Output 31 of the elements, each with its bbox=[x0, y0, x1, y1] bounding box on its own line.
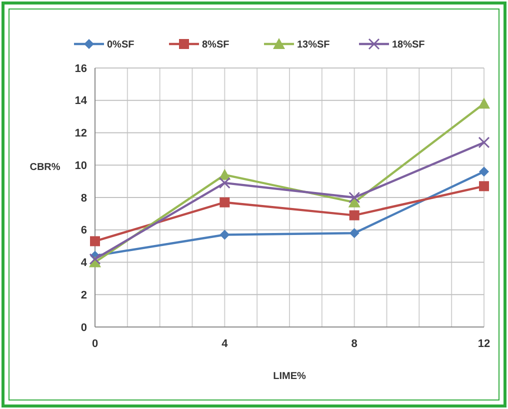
y-tick-label: 6 bbox=[80, 224, 87, 237]
y-tick-label: 4 bbox=[80, 257, 88, 270]
legend-label: 13%SF bbox=[297, 40, 330, 50]
x-tick-label: 4 bbox=[222, 338, 229, 350]
y-tick-label: 12 bbox=[74, 128, 87, 140]
point bbox=[348, 192, 360, 204]
point bbox=[218, 177, 230, 189]
legend-label: 18%SF bbox=[392, 40, 425, 50]
x-tick-label: 0 bbox=[92, 338, 98, 350]
y-tick-label: 14 bbox=[74, 95, 88, 108]
y-tick-label: 2 bbox=[80, 289, 87, 302]
legend-label: 8%SF bbox=[202, 40, 230, 50]
y-tick-label: 16 bbox=[74, 62, 87, 75]
point bbox=[478, 136, 490, 148]
x-tick-label: 8 bbox=[351, 338, 358, 350]
legend-label: 0%SF bbox=[107, 40, 134, 50]
y-tick-label: 8 bbox=[80, 192, 87, 204]
point bbox=[478, 98, 490, 109]
point bbox=[349, 210, 360, 220]
point bbox=[89, 253, 101, 265]
y-tick-label: 0 bbox=[80, 322, 87, 334]
point bbox=[90, 236, 100, 246]
point bbox=[479, 166, 489, 177]
x-tick-label: 12 bbox=[478, 338, 490, 350]
x-axis-title: LIME% bbox=[273, 371, 306, 382]
y-tick-label: 10 bbox=[74, 160, 87, 172]
point bbox=[220, 197, 230, 208]
point bbox=[479, 181, 489, 192]
point bbox=[349, 228, 360, 238]
point bbox=[220, 230, 230, 240]
y-axis-title: CBR% bbox=[30, 162, 60, 173]
